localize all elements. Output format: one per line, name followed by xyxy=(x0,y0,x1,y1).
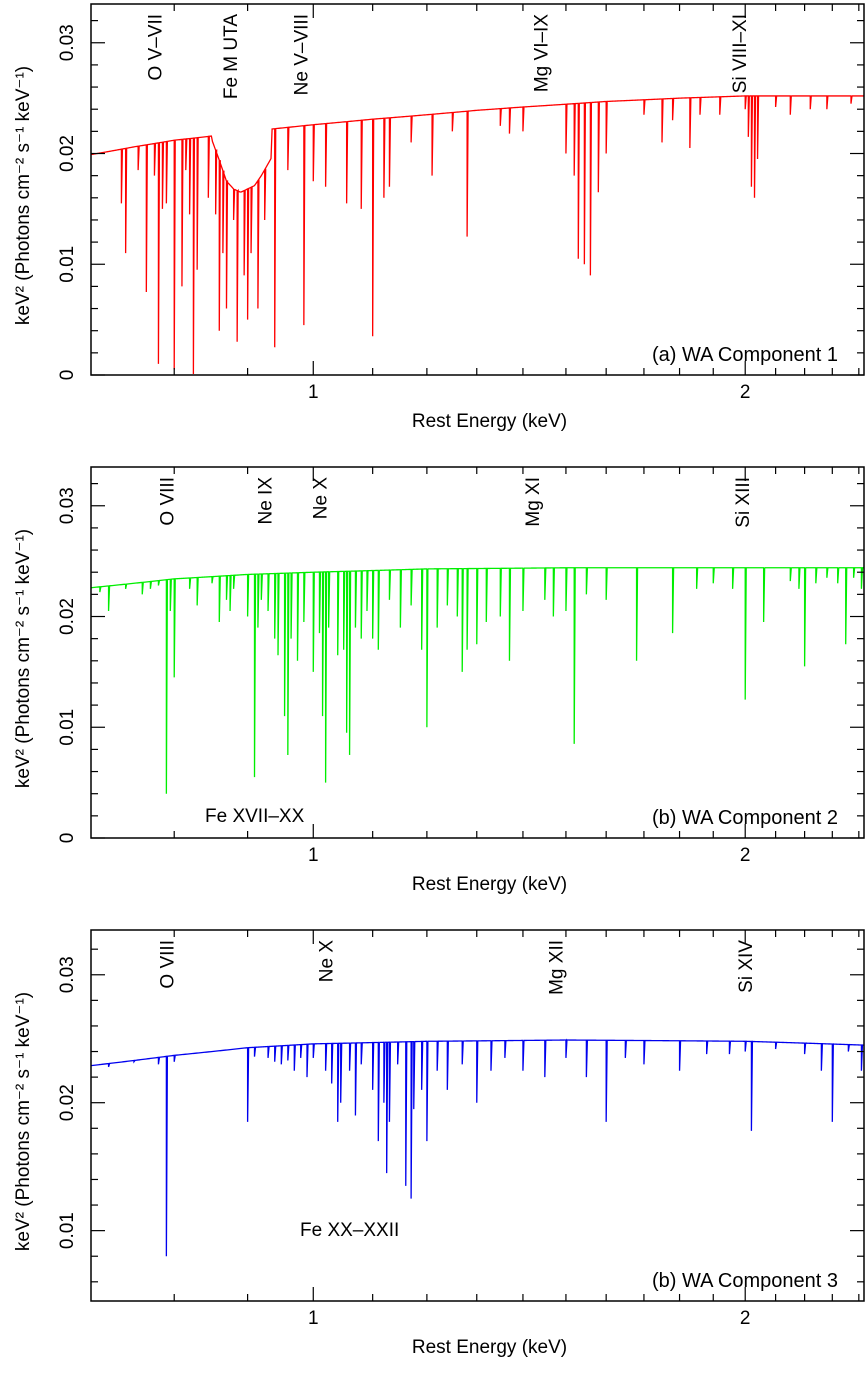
line-annotation: Ne IX xyxy=(256,477,277,525)
line-annotation: Ne V–VIII xyxy=(292,14,313,95)
line-annotation: O VIII xyxy=(157,477,178,526)
spectrum-line xyxy=(90,95,864,375)
y-axis-label: keV² (Photons cm⁻² s⁻¹ keV⁻¹) xyxy=(13,66,34,325)
y-tick-label: 0 xyxy=(57,370,78,381)
y-tick-label: 0.01 xyxy=(57,1212,78,1249)
plot-frame xyxy=(90,3,865,376)
x-axis-label: Rest Energy (keV) xyxy=(412,874,567,895)
y-tick-label: 0.02 xyxy=(57,598,78,635)
x-tick-label: 2 xyxy=(740,382,751,403)
fe-annotation: Fe XX–XXII xyxy=(300,1220,399,1241)
y-tick-label: 0.03 xyxy=(57,487,78,524)
x-tick-label: 1 xyxy=(308,845,319,866)
line-annotation: Ne X xyxy=(310,477,331,520)
chart-panel-2: 1 2 0 0.01 0.02 0.03 Rest Energy (keV) keV² (Ph… xyxy=(13,466,865,895)
line-annotation: Si XIII xyxy=(733,477,754,528)
y-tick-label: 0.01 xyxy=(57,709,78,746)
line-annotation: Fe M UTA xyxy=(221,14,242,99)
line-annotation: Ne X xyxy=(317,940,338,983)
x-tick-label: 1 xyxy=(308,382,319,403)
y-tick-label: 0 xyxy=(57,833,78,844)
y-tick-label: 0.03 xyxy=(57,956,78,993)
y-tick-label: 0.02 xyxy=(57,1084,78,1121)
panel-label: (b) WA Component 3 xyxy=(652,1270,838,1292)
line-annotation: Mg VI–IX xyxy=(531,14,552,92)
x-tick-label: 2 xyxy=(740,1308,751,1329)
line-annotation: O V–VII xyxy=(145,14,166,81)
y-axis-label: keV² (Photons cm⁻² s⁻¹ keV⁻¹) xyxy=(13,992,34,1251)
y-tick-label: 0.02 xyxy=(57,135,78,172)
spectrum-line xyxy=(90,1038,865,1257)
plot-frame xyxy=(90,466,865,839)
chart-panel-3: 1 2 0.01 0.02 0.03 Rest Energy (keV) keV² (Pho… xyxy=(13,929,865,1358)
line-annotation: Mg XII xyxy=(546,940,567,995)
line-annotation: O VIII xyxy=(157,940,178,989)
y-tick-label: 0.03 xyxy=(57,24,78,61)
x-tick-label: 1 xyxy=(308,1308,319,1329)
y-axis-label: keV² (Photons cm⁻² s⁻¹ keV⁻¹) xyxy=(13,529,34,788)
x-axis-label: Rest Energy (keV) xyxy=(412,411,567,432)
panel-label: (a) WA Component 1 xyxy=(652,344,838,366)
x-tick-label: 2 xyxy=(740,845,751,866)
spectrum-line xyxy=(90,567,864,794)
chart-panel-1: 1 2 0 0.01 0.02 0.03 Rest Energy (keV) keV² (Ph… xyxy=(13,3,865,432)
line-annotation: Si VIII–XI xyxy=(730,14,751,93)
plot-frame xyxy=(90,929,865,1302)
line-annotation: Si XIV xyxy=(736,940,757,993)
y-tick-label: 0.01 xyxy=(57,246,78,283)
x-axis-label: Rest Energy (keV) xyxy=(412,1337,567,1358)
panel-label: (b) WA Component 2 xyxy=(652,807,838,829)
line-annotation: Mg XI xyxy=(523,477,544,527)
fe-annotation: Fe XVII–XX xyxy=(205,806,305,827)
